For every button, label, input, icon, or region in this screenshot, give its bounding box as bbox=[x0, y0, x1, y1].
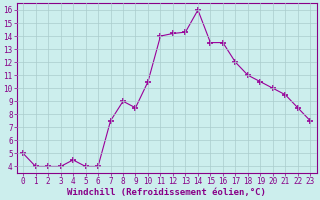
X-axis label: Windchill (Refroidissement éolien,°C): Windchill (Refroidissement éolien,°C) bbox=[67, 188, 266, 197]
